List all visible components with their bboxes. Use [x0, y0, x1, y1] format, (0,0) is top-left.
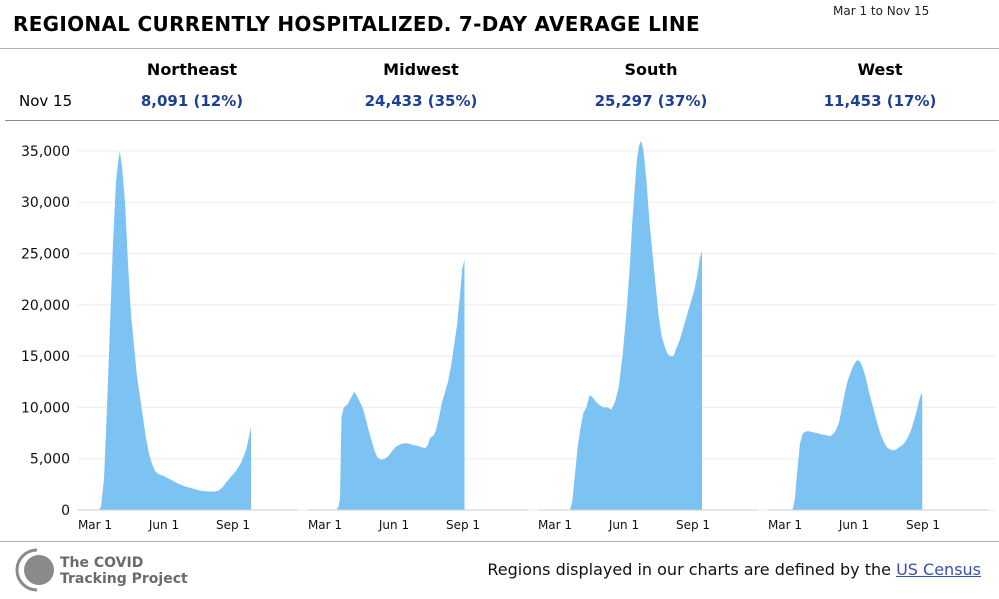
region-name-northeast: Northeast [146, 60, 238, 79]
logo-line-2: Tracking Project [60, 571, 188, 587]
area-series-northeast [95, 150, 251, 510]
summary-divider [5, 120, 999, 121]
x-tick-label: Jun 1 [838, 518, 869, 532]
region-value-midwest: 24,433 (35%) [364, 92, 478, 110]
region-name-west: West [857, 60, 903, 79]
x-tick-label: Jun 1 [378, 518, 409, 532]
footer-note-text: Regions displayed in our charts are defi… [487, 560, 891, 579]
date-range-label: Mar 1 to Nov 15 [833, 4, 930, 18]
x-tick-label: Mar 1 [538, 518, 572, 532]
chart-title: REGIONAL CURRENTLY HOSPITALIZED. 7-DAY A… [13, 12, 700, 36]
y-tick-label: 15,000 [21, 349, 70, 365]
x-tick-label: Sep 1 [676, 518, 710, 532]
x-tick-label: Jun 1 [608, 518, 639, 532]
x-tick-label: Mar 1 [768, 518, 802, 532]
y-tick-label: 20,000 [21, 298, 70, 314]
region-name-south: South [624, 60, 678, 79]
area-series-west [785, 360, 923, 510]
region-value-south: 25,297 (37%) [594, 92, 708, 110]
area-series-midwest [325, 259, 465, 510]
us-census-link[interactable]: US Census [896, 560, 981, 579]
y-tick-label: 25,000 [21, 247, 70, 263]
header-divider [0, 48, 999, 49]
summary-date-label: Nov 15 [19, 92, 73, 110]
x-tick-label: Sep 1 [446, 518, 480, 532]
y-tick-label: 5,000 [30, 452, 70, 468]
logo-wordmark: The COVID Tracking Project [60, 555, 188, 587]
footer-divider [0, 541, 999, 542]
region-value-northeast: 8,091 (12%) [140, 92, 244, 110]
logo-line-1: The COVID [60, 555, 144, 571]
hospitalization-chart: 0 5,000 10,000 15,000 20,000 25,000 30,000 35,0… [21, 140, 996, 532]
region-value-west: 11,453 (17%) [823, 92, 937, 110]
x-tick-label: Mar 1 [308, 518, 342, 532]
x-tick-label: Sep 1 [906, 518, 940, 532]
region-name-midwest: Midwest [383, 60, 459, 79]
area-series-south [555, 140, 702, 510]
y-tick-label: 0 [61, 503, 70, 519]
x-tick-label: Sep 1 [216, 518, 250, 532]
covid-tracking-logo-icon [15, 548, 54, 592]
y-tick-label: 10,000 [21, 400, 70, 416]
x-tick-label: Mar 1 [78, 518, 112, 532]
x-tick-label: Jun 1 [148, 518, 179, 532]
y-tick-label: 35,000 [21, 144, 70, 160]
y-tick-label: 30,000 [21, 195, 70, 211]
footer-note: Regions displayed in our charts are defi… [487, 560, 981, 579]
